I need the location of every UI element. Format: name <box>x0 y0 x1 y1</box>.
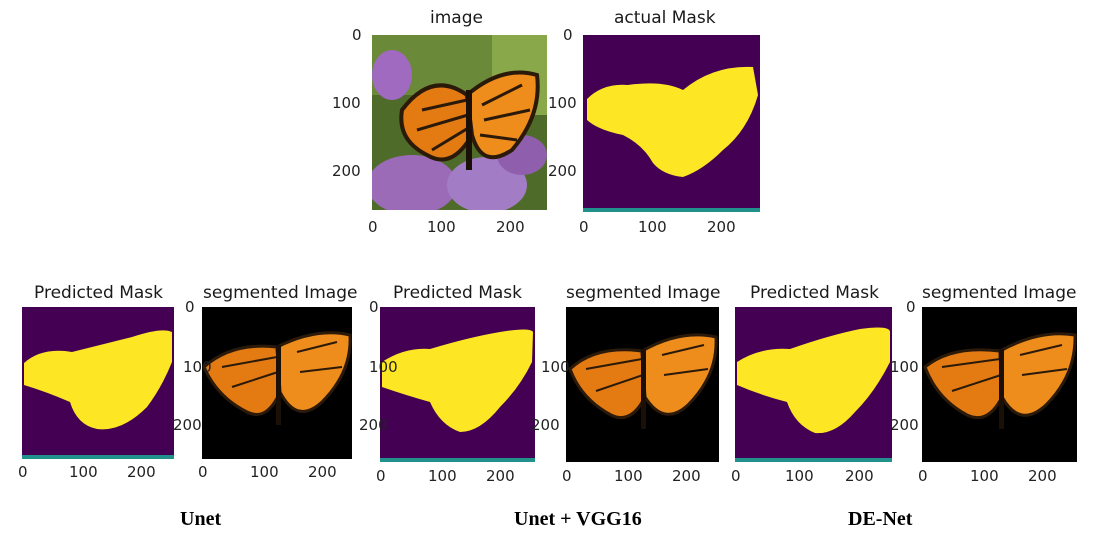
x-tick-0: 0 <box>198 463 208 481</box>
x-tick-100: 100 <box>638 218 667 236</box>
y-tick-100: 100 <box>548 94 577 112</box>
panel-title: image <box>430 8 483 28</box>
y-tick-100: 100 <box>332 94 361 112</box>
x-tick-200: 200 <box>1028 467 1057 485</box>
y-tick-0: 0 <box>369 298 379 316</box>
y-tick-0: 0 <box>185 298 195 316</box>
x-tick-0: 0 <box>18 463 28 481</box>
x-tick-200: 200 <box>308 463 337 481</box>
vgg-predicted-mask-image <box>380 307 535 462</box>
x-tick-0: 0 <box>918 467 928 485</box>
y-tick-100: 100 <box>541 358 570 376</box>
x-tick-100: 100 <box>785 467 814 485</box>
y-tick-0: 0 <box>352 26 362 44</box>
y-tick-0: 0 <box>563 26 573 44</box>
panel-title: segmented Image <box>566 283 721 303</box>
x-tick-200: 200 <box>496 218 525 236</box>
y-tick-200: 200 <box>359 416 388 434</box>
x-tick-100: 100 <box>427 218 456 236</box>
panel-title: segmented Image <box>922 283 1077 303</box>
x-tick-0: 0 <box>376 467 386 485</box>
y-tick-200: 200 <box>173 416 202 434</box>
x-tick-0: 0 <box>562 467 572 485</box>
actual-mask-image <box>583 35 760 212</box>
denet-predicted-mask-image <box>735 307 892 462</box>
x-tick-100: 100 <box>250 463 279 481</box>
panel-title: Predicted Mask <box>393 283 522 303</box>
x-tick-200: 200 <box>127 463 156 481</box>
x-tick-200: 200 <box>486 467 515 485</box>
y-tick-200: 200 <box>332 162 361 180</box>
caption-unet: Unet <box>180 508 222 530</box>
panel-title: actual Mask <box>614 8 716 28</box>
y-tick-100: 100 <box>183 358 212 376</box>
x-tick-0: 0 <box>731 467 741 485</box>
panel-title: segmented Image <box>203 283 358 303</box>
unet-predicted-mask-image <box>22 307 174 459</box>
x-tick-200: 200 <box>672 467 701 485</box>
y-tick-200: 200 <box>548 162 577 180</box>
vgg-segmented-image <box>566 307 719 462</box>
x-tick-100: 100 <box>69 463 98 481</box>
panel-title: Predicted Mask <box>750 283 879 303</box>
butterfly-photo <box>372 35 547 210</box>
panel-title: Predicted Mask <box>34 283 163 303</box>
y-tick-100: 100 <box>890 358 919 376</box>
x-tick-100: 100 <box>614 467 643 485</box>
y-tick-200: 200 <box>531 416 560 434</box>
x-tick-0: 0 <box>368 218 378 236</box>
caption-unet-vgg16: Unet + VGG16 <box>514 508 642 530</box>
denet-segmented-image <box>922 307 1077 462</box>
y-tick-200: 200 <box>890 416 919 434</box>
caption-denet: DE-Net <box>848 508 913 530</box>
unet-segmented-image <box>202 307 352 459</box>
x-tick-200: 200 <box>707 218 736 236</box>
x-tick-100: 100 <box>970 467 999 485</box>
x-tick-200: 200 <box>845 467 874 485</box>
y-tick-0: 0 <box>906 298 916 316</box>
x-tick-100: 100 <box>428 467 457 485</box>
x-tick-0: 0 <box>579 218 589 236</box>
y-tick-100: 100 <box>369 358 398 376</box>
